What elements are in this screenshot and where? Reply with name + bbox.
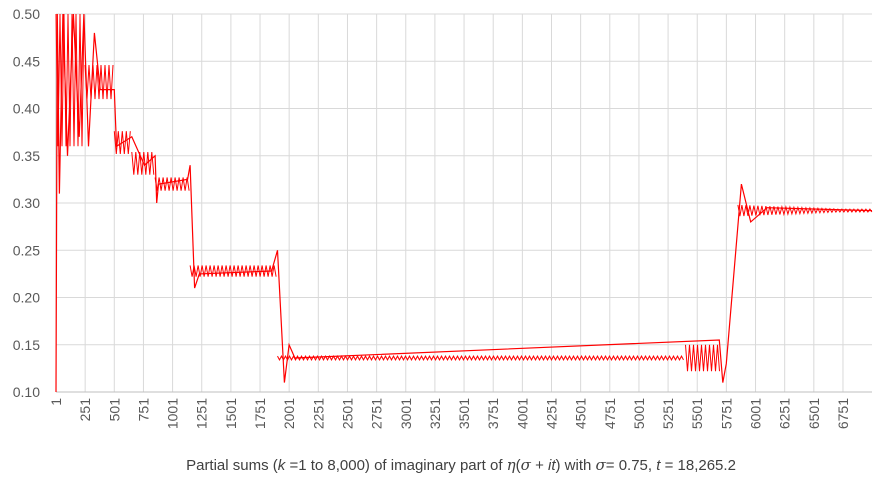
series-oscillation-band — [189, 265, 277, 277]
x-tick-label: 2001 — [281, 398, 297, 429]
x-tick-label: 2751 — [369, 398, 385, 429]
x-tick-label: 6751 — [835, 398, 851, 429]
y-tick-label: 0.25 — [13, 242, 40, 258]
x-tick-label: 1 — [48, 398, 64, 406]
x-tick-label: 251 — [77, 398, 93, 422]
x-tick-label: 4501 — [573, 398, 589, 429]
x-tick-label: 6251 — [777, 398, 793, 429]
y-tick-label: 0.15 — [13, 337, 40, 353]
x-tick-label: 5751 — [718, 398, 734, 429]
series-line — [55, 13, 873, 393]
y-tick-label: 0.45 — [13, 53, 40, 69]
x-tick-label: 6501 — [806, 398, 822, 429]
series-oscillation-band — [84, 64, 114, 100]
series-oscillation-band — [685, 344, 720, 372]
x-tick-label: 3001 — [398, 398, 414, 429]
y-tick-label: 0.35 — [13, 148, 40, 164]
x-tick-label: 5501 — [689, 398, 705, 429]
x-tick-label: 2251 — [310, 398, 326, 429]
x-tick-label: 3251 — [427, 398, 443, 429]
x-tick-label: 1001 — [165, 398, 181, 429]
x-tick-label: 1751 — [252, 398, 268, 429]
x-tick-label: 4251 — [543, 398, 559, 429]
x-tick-label: 4751 — [602, 398, 618, 429]
y-tick-label: 0.40 — [13, 101, 40, 117]
x-tick-label: 2501 — [339, 398, 355, 429]
x-tick-labels: 1 251 501 751 1001 1251 1501 1751 2001 2251 2501 27… — [48, 398, 851, 429]
y-tick-label: 0.30 — [13, 195, 40, 211]
gridlines — [56, 13, 872, 392]
series-oscillation-band — [277, 355, 684, 361]
x-tick-label: 1251 — [194, 398, 210, 429]
series-layer — [55, 13, 873, 393]
x-tick-label: 3751 — [485, 398, 501, 429]
x-tick-label: 5001 — [631, 398, 647, 429]
x-tick-label: 6001 — [748, 398, 764, 429]
y-tick-labels: 0.10 0.15 0.20 0.25 0.30 0.35 0.40 0.45 0.50 — [13, 6, 40, 400]
x-tick-label: 3501 — [456, 398, 472, 429]
x-tick-label: 4001 — [514, 398, 530, 429]
y-tick-label: 0.50 — [13, 6, 40, 22]
x-tick-label: 1501 — [223, 398, 239, 429]
series-oscillation-band — [131, 151, 155, 175]
x-axis-label: Partial sums (k =1 to 8,000) of imaginar… — [186, 456, 736, 474]
y-tick-label: 0.10 — [13, 384, 40, 400]
series-oscillation-band — [55, 13, 85, 147]
x-tick-label: 501 — [106, 398, 122, 422]
y-tick-label: 0.20 — [13, 290, 40, 306]
x-tick-label: 5251 — [660, 398, 676, 429]
x-tick-label: 751 — [135, 398, 151, 422]
